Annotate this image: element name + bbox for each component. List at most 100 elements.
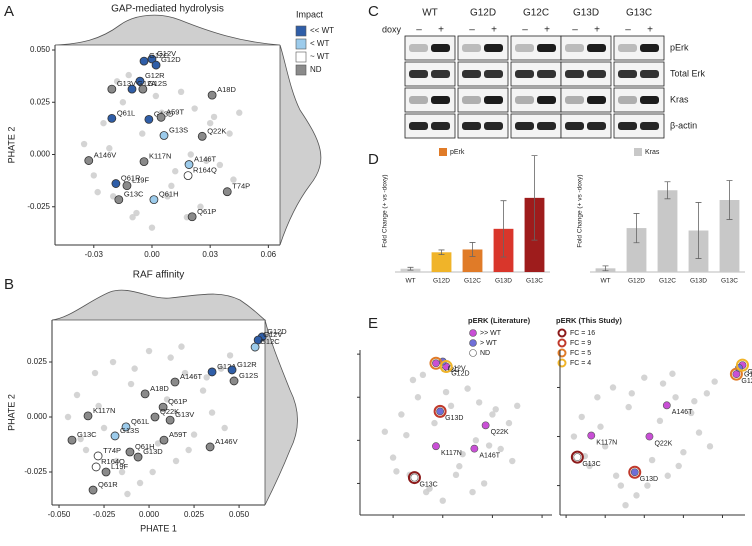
y-tick-label: 0.050	[30, 45, 51, 54]
background-point	[439, 497, 446, 504]
background-point	[648, 456, 656, 464]
background-point	[469, 488, 476, 496]
mutant-point	[184, 160, 194, 169]
x-tick-label: G13D	[495, 278, 512, 285]
background-point	[622, 501, 629, 509]
panel-letter: A	[4, 3, 14, 20]
mutant-point	[156, 112, 166, 122]
bar	[657, 190, 678, 272]
point-label: A18D	[217, 85, 236, 94]
error-bar	[726, 180, 733, 220]
y-axis-label: PHATE 2	[6, 394, 16, 431]
x-tick-label: G12D	[433, 278, 450, 285]
legend-label: FC = 5	[570, 350, 591, 357]
literature-point	[470, 444, 479, 453]
x-tick-label: 0.050	[229, 510, 250, 519]
cell-line-label: WT	[422, 8, 438, 19]
point-label: G13D	[143, 447, 163, 456]
blot-band	[618, 44, 637, 52]
legend-label: < WT	[310, 39, 329, 48]
panel-letter: B	[4, 276, 14, 293]
legend-label: Kras	[645, 149, 660, 156]
background-point	[172, 457, 180, 465]
background-point	[609, 384, 617, 391]
background-point	[203, 157, 210, 164]
blot-band	[640, 44, 659, 52]
blot-band	[462, 96, 481, 104]
legend-swatch	[439, 148, 447, 156]
point-label: G12A	[217, 362, 236, 371]
literature-point	[432, 442, 440, 451]
cell-line-label: G12D	[470, 8, 496, 19]
blot-band	[587, 44, 606, 52]
x-axis-label: PHATE 1	[140, 523, 177, 533]
x-tick-label: G13C	[526, 278, 543, 285]
mutant-point	[207, 367, 217, 377]
error-bar	[664, 181, 671, 200]
mutant-point	[101, 467, 111, 477]
background-point	[612, 472, 620, 479]
x-tick-label: -0.050	[48, 510, 71, 519]
background-point	[389, 454, 397, 461]
background-point	[131, 365, 138, 372]
background-point	[492, 406, 499, 413]
background-point	[113, 78, 121, 85]
background-point	[456, 463, 463, 470]
blot-band	[431, 122, 450, 130]
point-label: G12C	[741, 378, 752, 385]
x-tick-label: -0.03	[85, 250, 104, 259]
background-point	[625, 403, 632, 411]
mutant-point	[227, 365, 237, 375]
blot-band	[537, 44, 556, 52]
legend-label: FC = 16	[570, 330, 595, 337]
background-point	[181, 369, 189, 377]
mutant-point	[127, 84, 137, 94]
background-point	[409, 376, 417, 384]
background-point	[203, 374, 210, 381]
point-label: L19F	[132, 176, 150, 185]
x-tick-label: G13C	[721, 278, 738, 285]
background-point	[124, 490, 131, 498]
background-point	[109, 358, 117, 366]
point-label: G13C	[77, 430, 97, 439]
x-tick-label: 0.06	[261, 250, 277, 259]
background-point	[688, 409, 695, 417]
mutant-point	[135, 76, 145, 86]
blot-band	[565, 44, 584, 52]
legend-label: >> WT	[480, 330, 502, 337]
mutant-point	[140, 389, 150, 399]
background-point	[113, 457, 120, 465]
literature-point	[587, 431, 596, 440]
protein-label: pErk	[670, 42, 689, 52]
blot-band	[587, 96, 606, 104]
legend-swatch	[634, 148, 642, 156]
legend-swatch	[295, 25, 307, 37]
legend-label: FC = 9	[570, 340, 591, 347]
y-tick-label: 0.025	[27, 357, 48, 366]
error-bar	[695, 202, 702, 259]
blot-band	[618, 96, 637, 104]
mutant-point	[183, 171, 193, 181]
background-point	[578, 413, 585, 421]
background-point	[197, 203, 204, 210]
point-label: Q22K	[654, 440, 672, 447]
background-point	[216, 161, 224, 169]
literature-point	[630, 468, 639, 477]
blot-band	[515, 70, 534, 78]
point-label: G13C	[124, 190, 144, 199]
background-point	[393, 468, 400, 475]
legend-marker	[557, 338, 567, 348]
background-point	[419, 371, 427, 379]
blot-band	[587, 122, 606, 130]
background-point	[633, 492, 640, 499]
x-tick-label: G12D	[628, 278, 645, 285]
mutant-point	[114, 195, 124, 205]
legend-swatch	[295, 51, 307, 63]
x-tick-label: G13D	[690, 278, 707, 285]
blot-band	[565, 96, 584, 104]
background-point	[190, 431, 198, 438]
point-label: G13S	[169, 125, 188, 134]
blot-band	[640, 70, 659, 78]
study-ring	[729, 367, 743, 381]
point-label: Q61H	[159, 190, 179, 199]
